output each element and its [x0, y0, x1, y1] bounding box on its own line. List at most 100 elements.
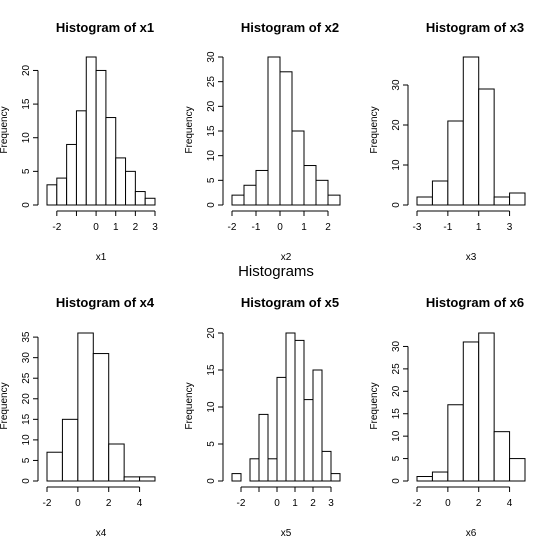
x-tick-label: 1: [476, 222, 482, 233]
y-axis-label: Frequency: [184, 382, 195, 429]
histogram-bar: [509, 458, 526, 482]
x-tick-label: 4: [507, 498, 513, 509]
histogram-bar: [447, 404, 464, 482]
x-tick-label: -2: [413, 498, 422, 509]
y-tick-label: 5: [21, 168, 32, 174]
y-axis-label: Frequency: [0, 382, 10, 429]
histogram-bar: [231, 194, 245, 206]
histogram-panel-1: Histogram of x1 -2 0 1 2 3 0 5 10 15 20 x1 Frequency: [0, 20, 158, 263]
histogram-bar: [249, 458, 260, 482]
histogram-bar: [285, 332, 296, 482]
y-tick-label: 10: [21, 434, 32, 446]
x-tick-label: -2: [228, 222, 237, 233]
y-tick-label: 0: [21, 478, 32, 484]
y-tick-label: 10: [206, 401, 217, 413]
x-tick-label: 0: [274, 498, 280, 509]
y-tick-label: 15: [21, 413, 32, 425]
histogram-bar: [416, 476, 433, 482]
histogram-bar: [108, 443, 125, 482]
histogram-bar: [291, 130, 305, 206]
x-tick-label: 0: [445, 498, 451, 509]
histogram-bar: [509, 192, 526, 206]
x-axis-label: x5: [281, 528, 292, 539]
panel-title: Histogram of x1: [56, 20, 154, 35]
histogram-bar: [125, 170, 136, 206]
x-tick-label: 1: [292, 498, 298, 509]
histogram-bar: [431, 471, 449, 482]
histogram-bar: [123, 476, 141, 482]
histogram-bar: [258, 413, 269, 482]
y-tick-label: 20: [206, 327, 217, 339]
histogram-bar: [493, 196, 511, 206]
x-axis-label: x4: [96, 528, 107, 539]
y-tick-label: 20: [21, 393, 32, 405]
x-tick-label: 2: [133, 222, 139, 233]
x-tick-label: -1: [443, 222, 452, 233]
y-tick-label: 0: [391, 202, 402, 208]
x-tick-label: 1: [113, 222, 119, 233]
histogram-bar: [416, 196, 433, 206]
histogram-bar: [75, 110, 87, 206]
x-tick-label: 2: [310, 498, 316, 509]
histogram-bar: [330, 473, 341, 482]
x-axis-label: x3: [466, 252, 477, 263]
x-axis-label: x1: [96, 252, 107, 263]
histogram-panel-5: Histogram of x5 -2 0 1 2 3 0 5 10 15 20 x5 Frequency: [184, 295, 341, 539]
y-tick-label: 0: [206, 478, 217, 484]
histogram-bar: [144, 197, 156, 206]
histogram-bar: [95, 69, 107, 206]
panel-title: Histogram of x4: [56, 295, 155, 310]
histogram-bar: [312, 369, 323, 482]
histogram-bar: [243, 184, 257, 206]
panel-title: Histogram of x6: [426, 295, 524, 310]
x-tick-label: -2: [43, 498, 52, 509]
histogram-bar: [327, 194, 341, 206]
histogram-bar: [61, 418, 79, 482]
x-tick-label: 0: [93, 222, 99, 233]
x-tick-label: 2: [106, 498, 112, 509]
histogram-bar: [66, 143, 77, 206]
histogram-bar: [462, 56, 480, 206]
figure-title: Histograms: [238, 263, 314, 280]
histogram-bar: [231, 473, 242, 482]
histogram-bar: [56, 177, 68, 206]
x-tick-label: -2: [52, 222, 61, 233]
y-axis-label: Frequency: [369, 382, 380, 429]
x-tick-label: 0: [277, 222, 283, 233]
y-tick-label: 30: [391, 340, 402, 352]
x-tick-label: 3: [152, 222, 158, 233]
y-tick-label: 20: [391, 385, 402, 397]
x-tick-label: 1: [301, 222, 307, 233]
y-tick-label: 25: [21, 372, 32, 384]
histogram-bar: [478, 88, 495, 206]
x-axis-label: x6: [466, 528, 477, 539]
histogram-bar: [92, 353, 110, 482]
y-tick-label: 5: [206, 441, 217, 447]
histogram-bar: [303, 165, 317, 206]
histogram-bar: [85, 56, 97, 206]
y-tick-label: 10: [21, 132, 32, 144]
histogram-bar: [267, 56, 281, 206]
x-tick-label: -1: [252, 222, 261, 233]
y-axis-label: Frequency: [0, 106, 10, 153]
y-tick-label: 15: [206, 364, 217, 376]
histogram-bar: [431, 180, 449, 206]
y-tick-label: 15: [391, 408, 402, 420]
x-tick-label: 3: [328, 498, 334, 509]
panel-title: Histogram of x3: [426, 20, 524, 35]
y-tick-label: 20: [391, 119, 402, 131]
x-tick-label: 3: [507, 222, 513, 233]
histogram-panel-6: Histogram of x6 -2 0 2 4 0 5 10 15 20 25 30 x6 Freque…: [369, 295, 526, 539]
histogram-bar: [478, 332, 495, 482]
histogram-bar: [46, 451, 63, 482]
y-tick-label: 20: [206, 100, 217, 112]
histogram-panel-2: Histogram of x2-2 -1 0 1 2051015202530x2Freq…: [184, 20, 341, 263]
x-tick-label: 4: [137, 498, 143, 509]
y-tick-label: 5: [206, 177, 217, 183]
x-tick-label: -3: [413, 222, 422, 233]
x-tick-label: -2: [237, 498, 246, 509]
y-axis-label: Frequency: [369, 106, 380, 153]
histogram-bar: [255, 169, 269, 206]
